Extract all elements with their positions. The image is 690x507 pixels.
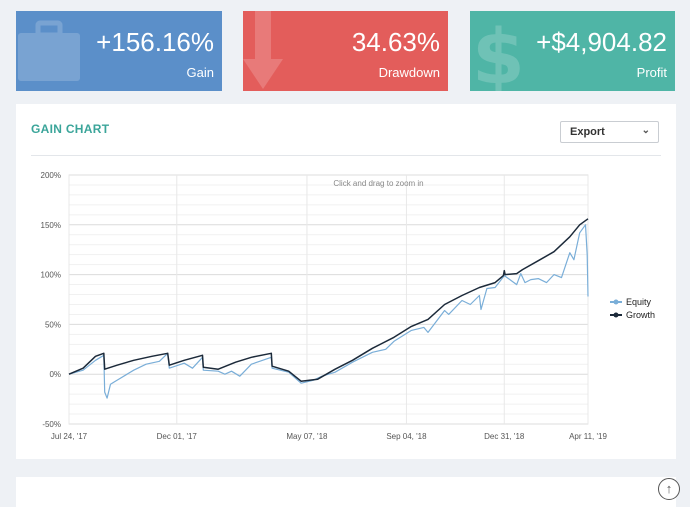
- gain-label: Gain: [186, 65, 214, 80]
- y-tick-label: 200%: [41, 171, 61, 180]
- legend-label-equity: Equity: [626, 297, 652, 307]
- svg-text:$: $: [472, 12, 525, 91]
- arrow-up-circle-icon: ↑: [665, 481, 673, 496]
- x-tick-label: Jul 24, '17: [51, 432, 88, 441]
- drawdown-card: 34.63% Drawdown: [243, 11, 448, 91]
- x-tick-label: Dec 01, '17: [157, 432, 198, 441]
- y-tick-label: 50%: [45, 320, 61, 329]
- panel-title: GAIN CHART: [31, 122, 110, 136]
- legend-marker-equity: [613, 299, 619, 305]
- export-dropdown[interactable]: Export ⌄: [560, 121, 659, 143]
- x-tick-label: Dec 31, '18: [484, 432, 525, 441]
- down-arrow-icon: [243, 11, 283, 89]
- profit-card: $ +$4,904.82 Profit: [470, 11, 675, 91]
- next-panel: [16, 477, 676, 507]
- gain-card: +156.16% Gain: [16, 11, 222, 91]
- legend-marker-growth: [613, 312, 619, 318]
- export-label: Export: [570, 126, 605, 138]
- y-tick-label: -50%: [42, 420, 61, 429]
- dollar-icon: $: [472, 12, 525, 91]
- gain-value: +156.16%: [96, 27, 214, 57]
- gain-chart-panel: GAIN CHART Export ⌄ -50% 0% 50% 100% 150% 200…: [16, 104, 676, 459]
- series-line-equity: [68, 224, 589, 399]
- briefcase-icon: [18, 20, 80, 81]
- y-tick-label: 150%: [41, 221, 61, 230]
- legend-label-growth: Growth: [626, 310, 655, 320]
- x-tick-label: Sep 04, '18: [386, 432, 427, 441]
- plot-area: [68, 174, 589, 425]
- profit-value: +$4,904.82: [536, 27, 667, 57]
- profit-label: Profit: [636, 65, 667, 80]
- x-tick-label: Apr 11, '19: [569, 432, 607, 441]
- drawdown-value: 34.63%: [351, 27, 440, 57]
- chevron-down-icon: ⌄: [641, 125, 650, 136]
- panel-divider: [31, 155, 661, 156]
- y-tick-label: 100%: [41, 271, 61, 280]
- x-tick-label: May 07, '18: [286, 432, 328, 441]
- scroll-top-button[interactable]: ↑: [658, 478, 680, 500]
- drawdown-label: Drawdown: [378, 65, 440, 80]
- gain-chart[interactable]: -50% 0% 50% 100% 150% 200% Jul 24, '17 Dec 01, …: [16, 104, 676, 459]
- y-tick-label: 0%: [49, 370, 61, 379]
- zoom-hint: Click and drag to zoom in: [333, 179, 423, 188]
- series-line-growth: [68, 218, 589, 382]
